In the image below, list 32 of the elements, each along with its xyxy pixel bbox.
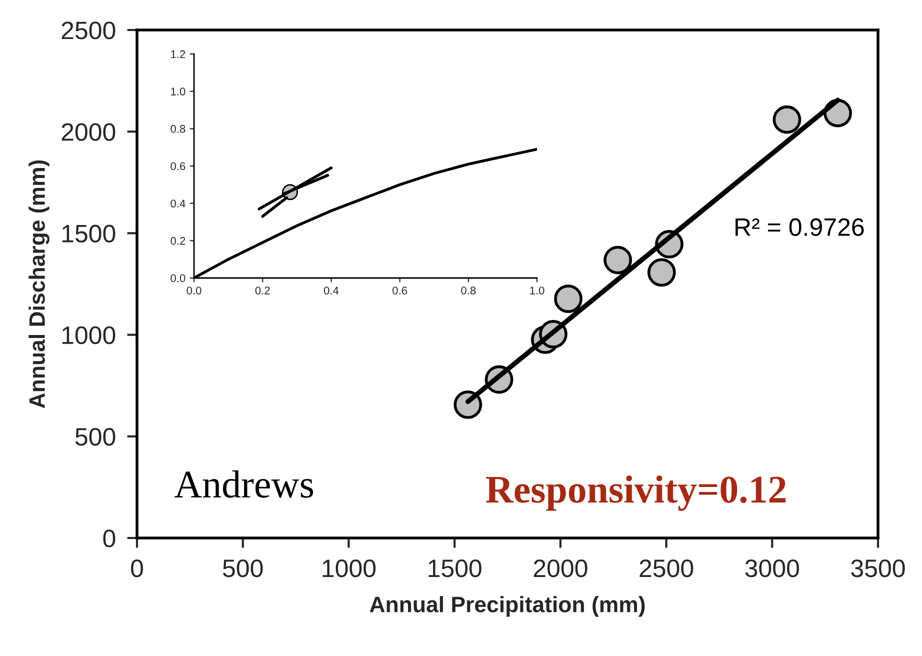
x-tick-label: 500 [223, 559, 263, 578]
x-tick-label: 1000 [322, 559, 376, 578]
y-tick-label: 500 [75, 428, 116, 446]
y-tick-label: 0 [103, 530, 116, 548]
x-axis-title: Annual Precipitation (mm) [370, 596, 645, 617]
y-tick-label: 0.6 [170, 162, 186, 170]
x-tick-label: 0.0 [186, 286, 202, 294]
y-tick-label: 0.2 [170, 236, 186, 245]
x-tick-label: 0.2 [255, 286, 270, 294]
y-tick-label: 2500 [62, 22, 116, 40]
y-axis-title: Annual Discharge (mm) [28, 160, 50, 408]
y-tick-label: 0.4 [170, 200, 186, 208]
x-tick-label: 3000 [745, 559, 799, 578]
y-tick-label: 1.0 [171, 88, 186, 96]
x-tick-label: 0 [131, 559, 143, 578]
y-tick-label: 1000 [62, 326, 116, 344]
annotation: Responsivity=0.12 [486, 475, 786, 511]
annotation: Andrews [174, 470, 314, 498]
y-tick-label: 1.2 [171, 50, 186, 58]
x-tick-label: 0.8 [461, 286, 476, 294]
x-tick-label: 2000 [534, 559, 588, 578]
x-tick-label: 1.0 [530, 286, 544, 294]
y-tick-label: 1500 [62, 224, 116, 243]
y-tick-label: 0.8 [170, 124, 186, 133]
y-tick-label: 0.0 [170, 274, 186, 282]
x-tick-label: 1500 [428, 559, 482, 578]
x-tick-label: 2500 [640, 559, 694, 578]
annotation: R² = 0.9726 [736, 218, 864, 236]
x-tick-label: 0.6 [392, 286, 408, 294]
y-tick-label: 2000 [62, 123, 116, 141]
x-tick-label: 3500 [851, 559, 905, 578]
x-tick-label: 0.4 [324, 286, 339, 294]
